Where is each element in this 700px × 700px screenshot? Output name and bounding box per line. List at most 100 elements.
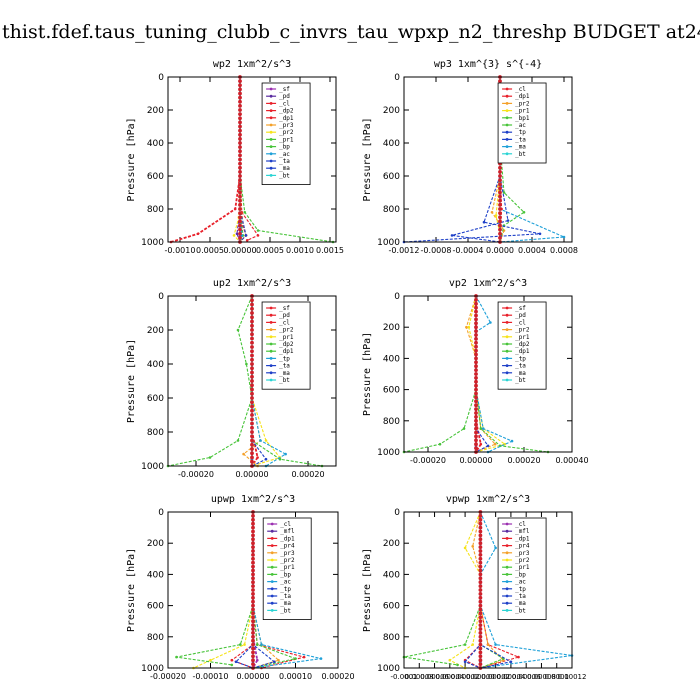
profile-marker [238, 157, 242, 162]
x-tick-label: 0.0001 [544, 673, 569, 681]
legend-entry: _pr2 [515, 327, 530, 334]
legend-entry: _pd [515, 312, 526, 319]
series-point [242, 452, 245, 456]
y-tick-label: 800 [147, 428, 164, 438]
legend-entry: _cl [279, 319, 290, 326]
profile-marker [478, 517, 483, 522]
y-tick-label: 1000 [141, 664, 164, 674]
series-line-pr1 [176, 512, 254, 666]
plot-frame [167, 295, 337, 467]
legend-entry: _cl [280, 521, 291, 528]
profile-marker [250, 345, 254, 349]
profile-marker [250, 298, 254, 303]
profile-marker [478, 529, 483, 534]
y-tick-label: 0 [158, 73, 164, 83]
legend-box [497, 301, 547, 390]
legend-marker [505, 587, 509, 591]
series-point [175, 655, 178, 659]
profile-marker [478, 658, 483, 663]
profile-marker [474, 387, 478, 392]
chart-title: wp3 1xm^{3} s^{-4} [434, 59, 542, 70]
legend-marker [269, 130, 273, 134]
legend-entry: _pd [279, 312, 290, 319]
profile-marker [238, 79, 242, 83]
x-tick-label: -0.00020 [410, 456, 446, 465]
legend-entry: _dp2 [515, 341, 530, 348]
legend-marker [269, 145, 273, 149]
profile-marker [250, 349, 254, 354]
profile-marker [478, 560, 483, 565]
legend-marker [505, 558, 509, 562]
legend-marker [269, 364, 273, 367]
legend-marker [505, 601, 509, 605]
legend-marker [269, 378, 273, 382]
legend-entry: _ac [279, 151, 290, 158]
legend-marker [270, 609, 274, 612]
series-point [209, 658, 212, 662]
y-tick-label: 1000 [377, 664, 400, 674]
legend-marker [269, 123, 273, 127]
legend-marker [269, 152, 273, 156]
legend-entry: _pr4 [280, 543, 295, 550]
profile-marker [251, 514, 255, 518]
y-tick-label: 0 [394, 73, 400, 83]
y-tick-label: 200 [383, 539, 400, 549]
profile-marker [474, 340, 478, 345]
series-point [232, 234, 236, 237]
legend-marker [505, 349, 509, 353]
y-tick-label: 800 [147, 633, 164, 643]
legend-entry: _bp [280, 571, 291, 578]
series-point [239, 643, 242, 646]
legend-entry: _pr2 [279, 129, 294, 136]
profile-marker [474, 356, 478, 361]
legend-entry: _ma [279, 370, 290, 377]
legend-marker [270, 594, 274, 598]
legend-entry: _cl [515, 86, 526, 93]
profile-marker [251, 588, 255, 592]
legend-entry: _ta [280, 593, 291, 600]
profile-marker [474, 442, 478, 447]
legend-marker [269, 313, 273, 317]
series-point [486, 643, 490, 646]
profile-marker [238, 198, 242, 203]
chart-title: up2 1xm^2/s^3 [213, 278, 291, 289]
chart-panel-3: vp2 1xm^2/s^3 Pressure [hPa] 0 200 400 600 800… [362, 278, 589, 465]
profile-marker [250, 379, 254, 383]
x-tick-label: -0.0004 [453, 246, 484, 255]
profile-marker [238, 83, 242, 88]
y-tick-label: 600 [147, 394, 164, 404]
legend-entry: _pr2 [515, 557, 530, 564]
y-tick-label: 600 [147, 602, 164, 612]
y-tick-label: 400 [383, 354, 400, 364]
chart-title: wp2 1xm^2/s^3 [213, 59, 291, 70]
profile-marker [474, 403, 478, 408]
profile-marker [474, 301, 478, 306]
y-tick-label: 1000 [141, 238, 164, 248]
legend-marker [505, 130, 509, 134]
profile-marker [474, 364, 478, 369]
legend-entry: _tp [279, 355, 290, 362]
profile-marker [478, 533, 483, 538]
x-tick-label: 0.0005 [196, 246, 224, 255]
profile-marker [474, 337, 478, 341]
x-tick-label: 0.00010 [279, 672, 312, 681]
chart-panel-1: wp3 1xm^{3} s^{-4} Pressure [hPa] 0 200 400 6… [362, 59, 578, 255]
profile-marker [250, 332, 254, 337]
profile-marker [250, 311, 254, 315]
profile-marker [238, 182, 242, 187]
profile-marker [238, 194, 242, 199]
profile-marker [478, 619, 483, 624]
profile-marker [478, 650, 483, 655]
series-point [302, 655, 306, 659]
profile-marker [474, 329, 478, 333]
series-point [236, 328, 240, 332]
legend-entry: _ma [279, 165, 290, 172]
y-tick-label: 200 [383, 323, 400, 333]
profile-marker [238, 203, 242, 207]
profile-marker [478, 588, 483, 592]
series-point [243, 211, 247, 214]
x-tick-label: 0.00020 [321, 672, 354, 681]
profile-marker [251, 646, 255, 651]
x-tick-label: 0.00008 [527, 673, 556, 681]
